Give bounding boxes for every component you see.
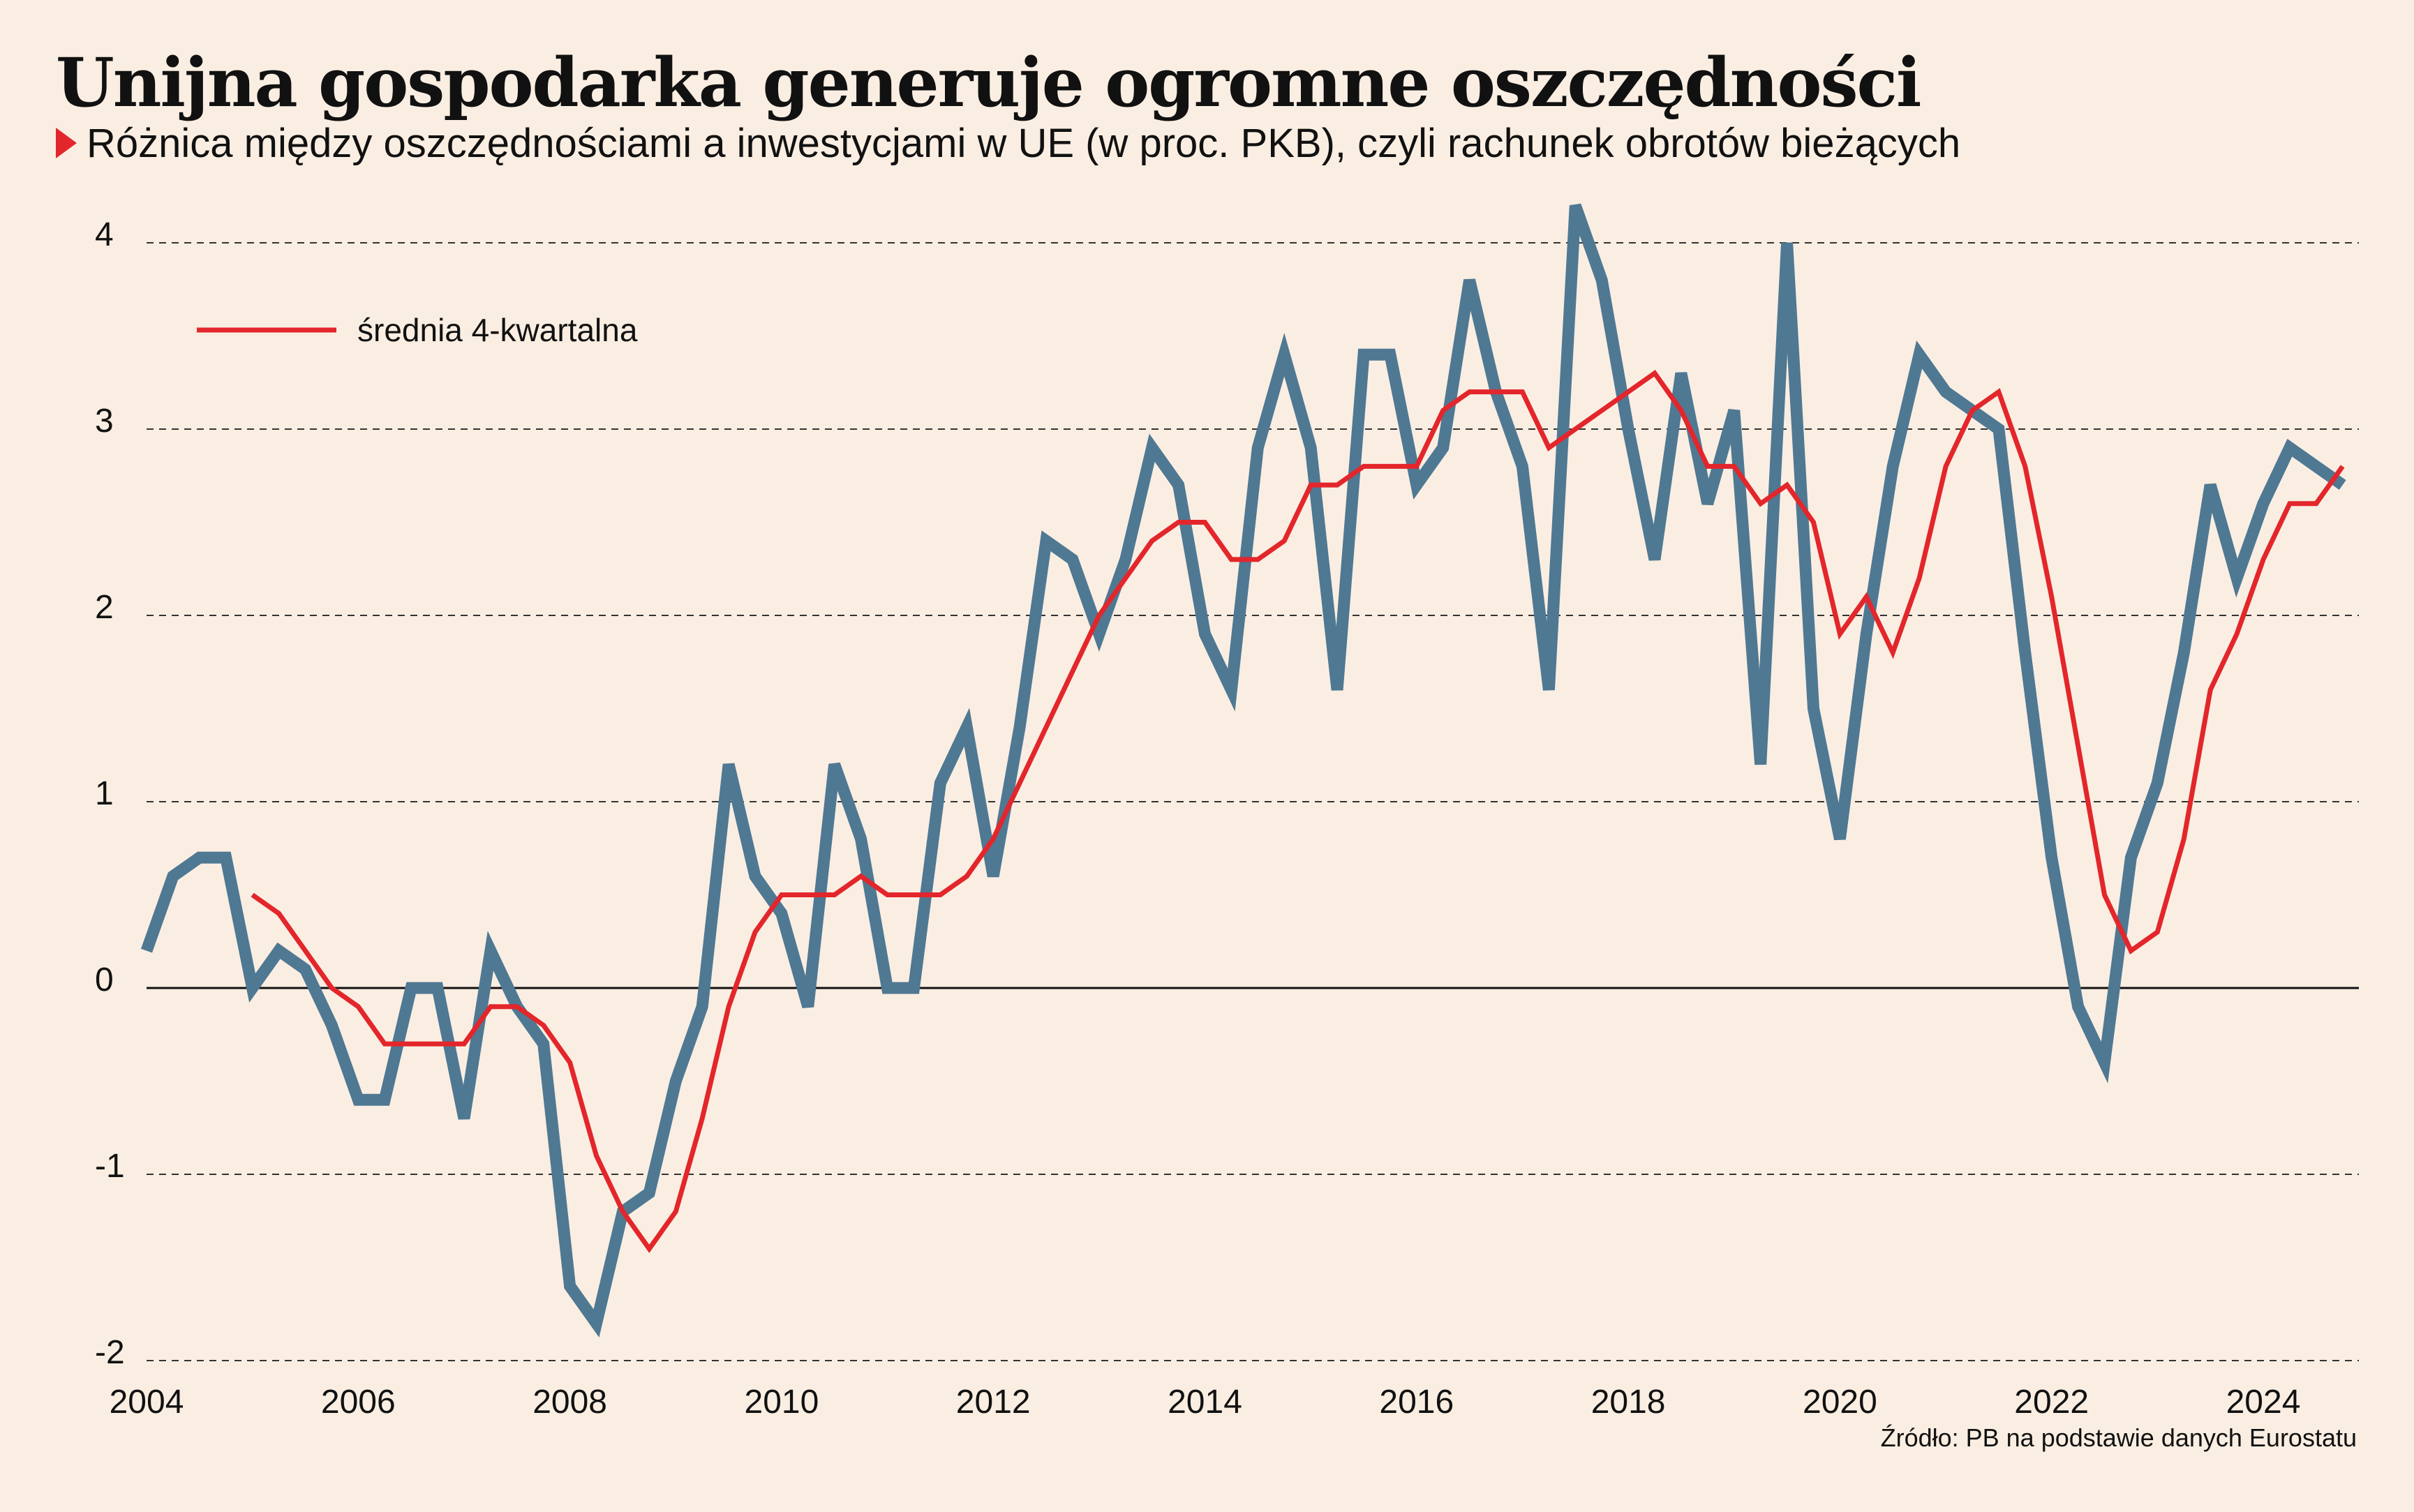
x-tick-label: 2024 (2226, 1384, 2301, 1421)
x-tick-label: 2016 (1379, 1384, 1454, 1421)
y-tick-label: 2 (95, 589, 114, 626)
legend: średnia 4-kwartalna (197, 312, 638, 348)
chart-subtitle: Różnica między oszczędnościami a inwesty… (56, 120, 1960, 167)
x-tick-label: 2010 (745, 1384, 819, 1421)
y-tick-label: -1 (95, 1148, 125, 1185)
x-axis-ticks: 2004 2006 2008 2010 2012 2014 2016 2018 2020 2022… (110, 1384, 2301, 1421)
grid-lines (147, 242, 2359, 1361)
x-tick-label: 2014 (1168, 1384, 1242, 1421)
legend-label-average: średnia 4-kwartalna (357, 312, 638, 348)
x-tick-label: 2012 (956, 1384, 1031, 1421)
chart-title: Unijna gospodarka generuje ogromne oszcz… (56, 43, 1921, 122)
x-tick-label: 2022 (2014, 1384, 2089, 1421)
y-axis-ticks: -2 -1 0 1 2 3 4 (95, 216, 125, 1371)
x-tick-label: 2004 (110, 1384, 184, 1421)
y-tick-label: 1 (95, 775, 114, 812)
y-tick-label: 0 (95, 961, 114, 998)
y-tick-label: 3 (95, 403, 114, 440)
series-lines (140, 203, 2346, 1338)
series-line-average (251, 370, 2345, 1253)
triangle-marker-icon (56, 128, 77, 158)
x-tick-label: 2018 (1591, 1384, 1666, 1421)
series-line-main (140, 203, 2346, 1338)
x-tick-label: 2006 (321, 1384, 396, 1421)
source-note: Źródło: PB na podstawie danych Eurostatu (1880, 1423, 2357, 1452)
x-tick-label: 2020 (1803, 1384, 1877, 1421)
y-tick-label: 4 (95, 216, 114, 253)
y-tick-label: -2 (95, 1334, 125, 1371)
chart-subtitle-text: Różnica między oszczędnościami a inwesty… (87, 121, 1961, 166)
x-tick-label: 2008 (532, 1384, 607, 1421)
